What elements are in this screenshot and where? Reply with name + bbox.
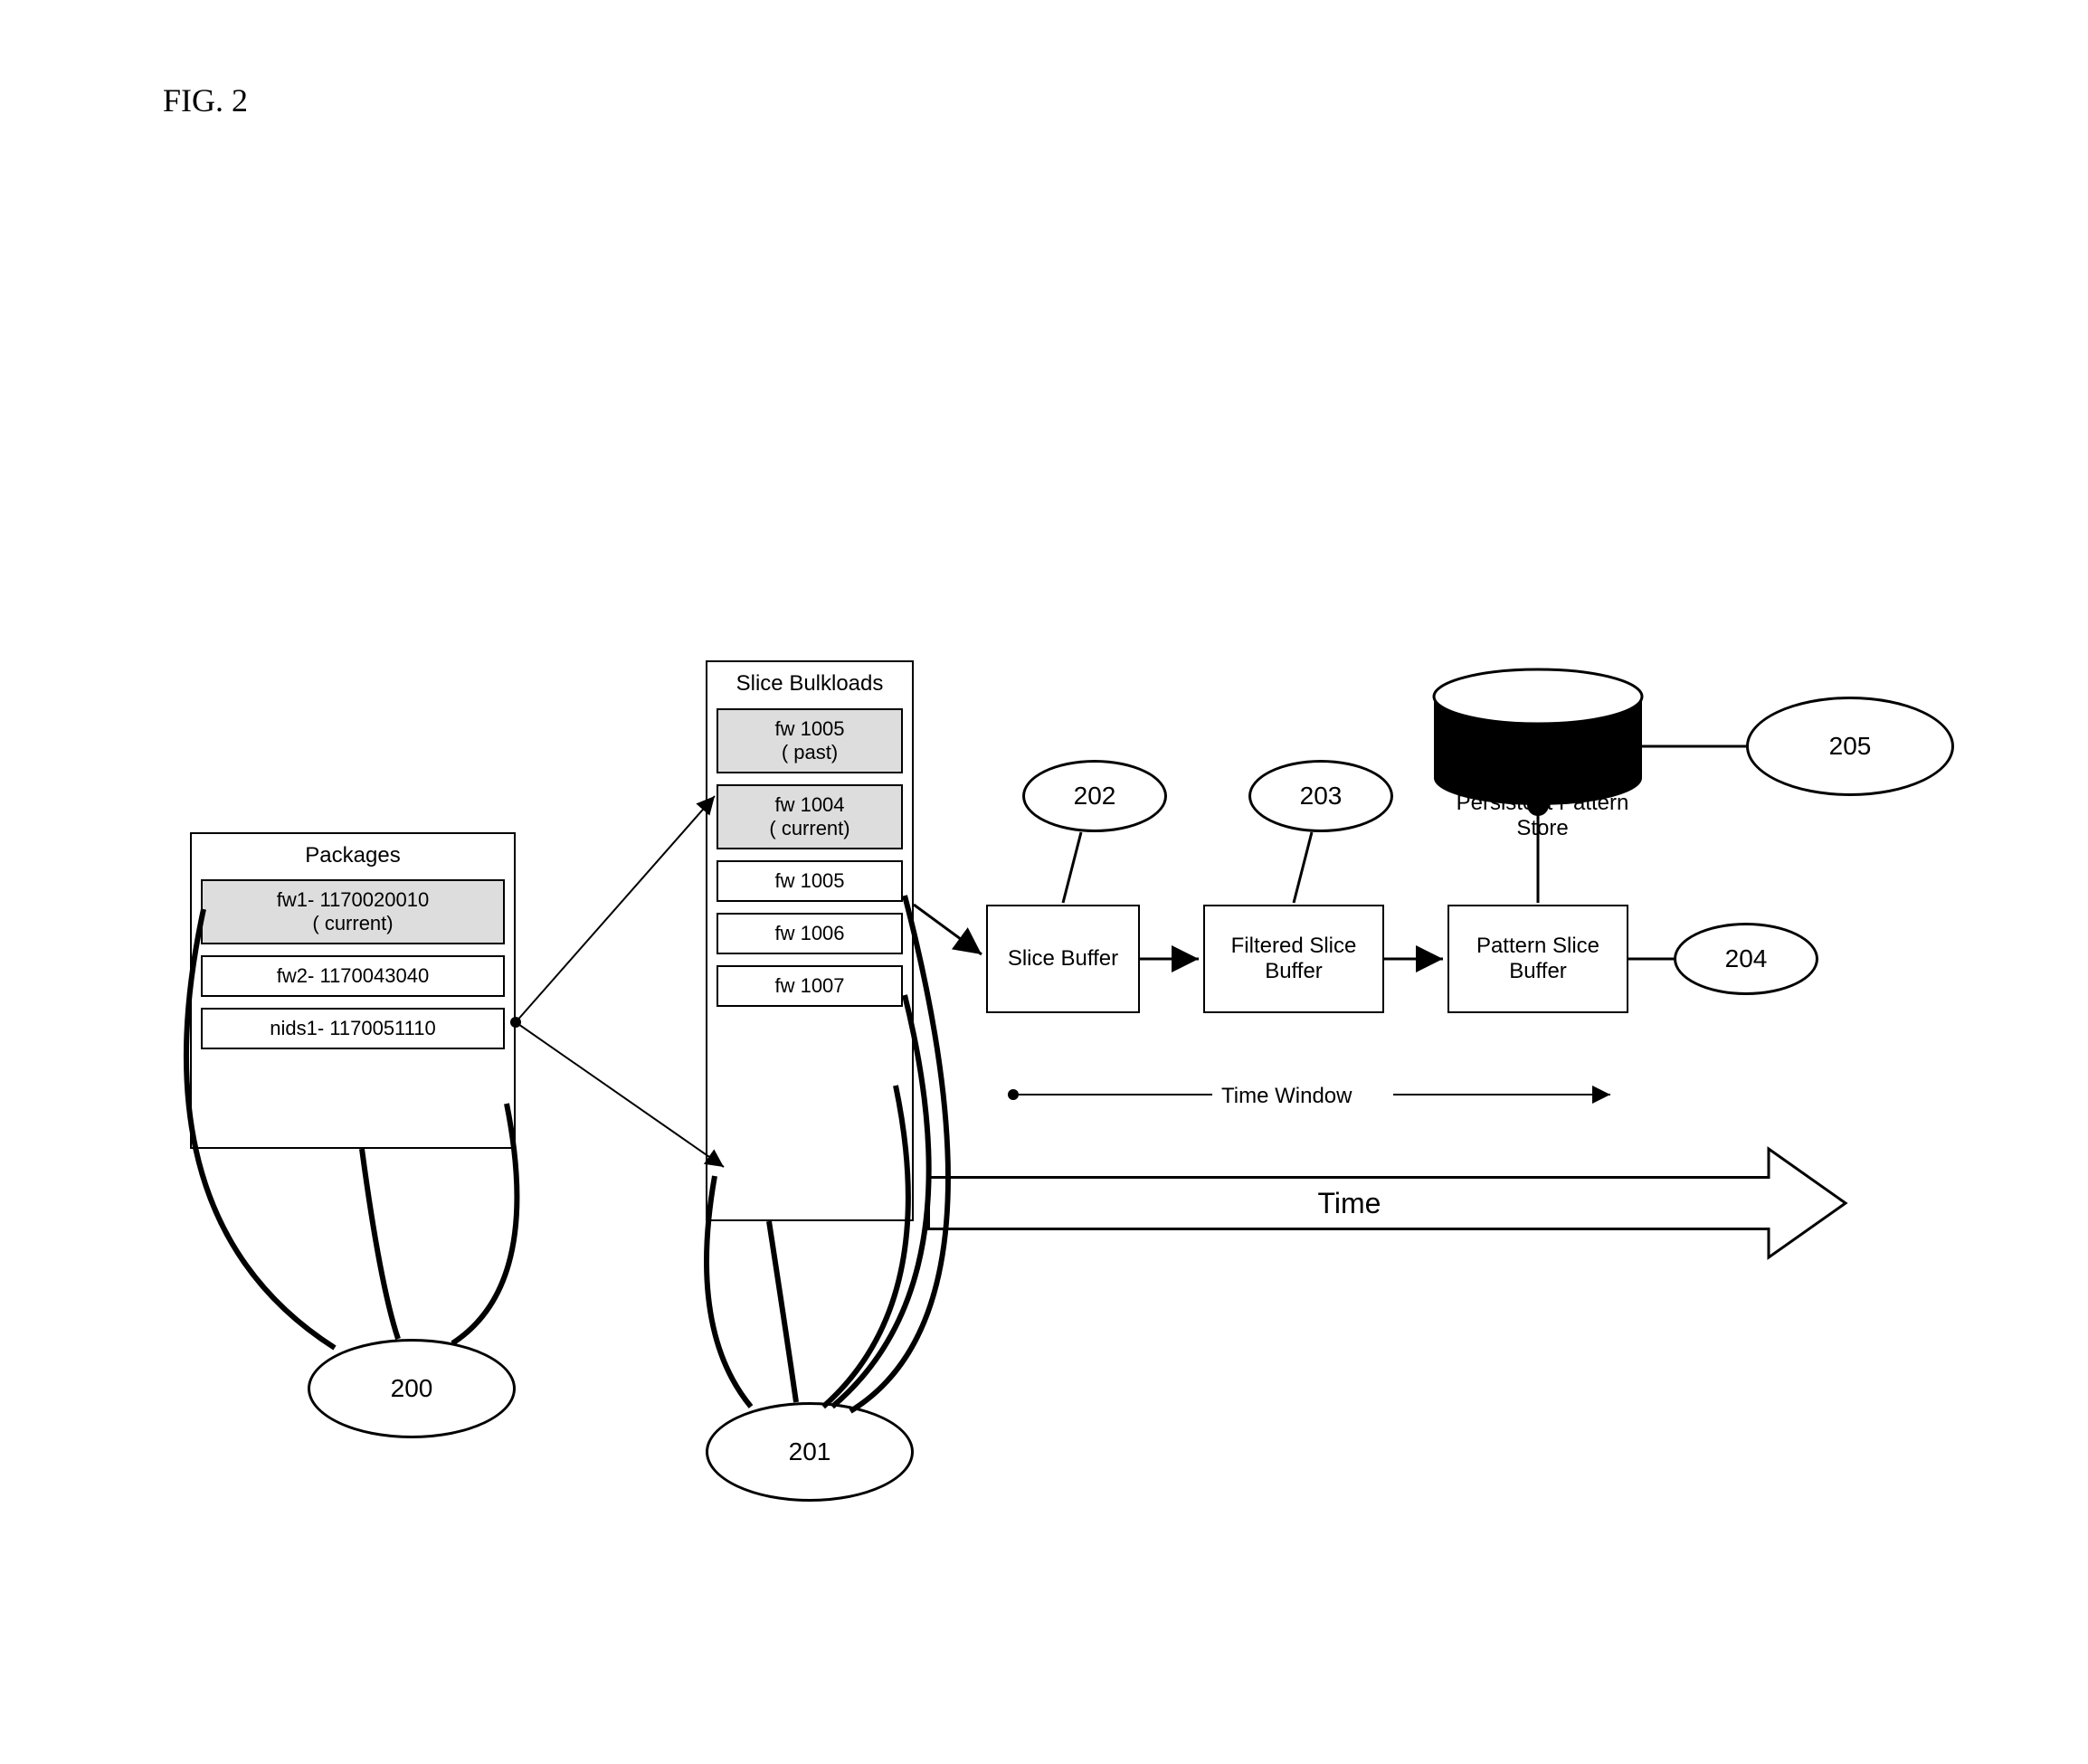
database-icon bbox=[1434, 669, 1642, 805]
bulkload-item-line1: fw 1005 bbox=[774, 869, 844, 892]
time-arrow-label: Time bbox=[1318, 1187, 1381, 1220]
pattern-slice-buffer-label: Pattern Slice Buffer bbox=[1453, 934, 1623, 984]
package-item-line1: fw1- 1170020010 bbox=[277, 888, 429, 911]
package-item: fw2- 1170043040 bbox=[201, 955, 505, 997]
bulkloads-container: Slice Bulkloads fw 1005 ( past) fw 1004 … bbox=[706, 660, 914, 1221]
ref-201: 201 bbox=[706, 1402, 914, 1502]
pattern-slice-buffer-box: Pattern Slice Buffer bbox=[1447, 905, 1628, 1013]
bulkload-item: fw 1007 bbox=[717, 965, 903, 1007]
time-arrow: Time bbox=[927, 1176, 1769, 1230]
packages-container: Packages fw1- 1170020010 ( current) fw2-… bbox=[190, 832, 516, 1149]
bulkloads-title: Slice Bulkloads bbox=[736, 662, 884, 703]
package-item-line1: fw2- 1170043040 bbox=[277, 964, 429, 987]
package-item: fw1- 1170020010 ( current) bbox=[201, 879, 505, 944]
time-window-label: Time Window bbox=[1221, 1084, 1352, 1109]
ref-200-label: 200 bbox=[391, 1374, 433, 1403]
ref-201-label: 201 bbox=[789, 1437, 831, 1466]
slice-buffer-label: Slice Buffer bbox=[1008, 946, 1118, 972]
bulkload-item-line1: fw 1007 bbox=[774, 974, 844, 997]
bulkload-item-line1: fw 1004 bbox=[774, 793, 844, 816]
packages-title: Packages bbox=[305, 834, 400, 874]
ref-203-label: 203 bbox=[1300, 782, 1343, 811]
bulkload-item: fw 1005 ( past) bbox=[717, 708, 903, 773]
ref-200: 200 bbox=[308, 1339, 516, 1438]
ref-204-label: 204 bbox=[1725, 944, 1768, 973]
ref-205: 205 bbox=[1746, 697, 1954, 796]
bulkload-item-line2: ( current) bbox=[769, 817, 849, 839]
filtered-slice-buffer-label: Filtered Slice Buffer bbox=[1209, 934, 1379, 984]
bulkload-item-line1: fw 1006 bbox=[774, 922, 844, 944]
figure-title: FIG. 2 bbox=[163, 81, 248, 119]
bulkload-item-line2: ( past) bbox=[782, 741, 838, 763]
bulkload-item: fw 1004 ( current) bbox=[717, 784, 903, 849]
bulkload-item: fw 1006 bbox=[717, 913, 903, 954]
package-item-line2: ( current) bbox=[312, 912, 393, 934]
persistent-pattern-store-label: Persistent Pattern Store bbox=[1429, 791, 1656, 841]
ref-205-label: 205 bbox=[1829, 732, 1872, 761]
bulkload-item: fw 1005 bbox=[717, 860, 903, 902]
ref-203: 203 bbox=[1248, 760, 1393, 832]
ref-202-label: 202 bbox=[1074, 782, 1116, 811]
bulkload-item-line1: fw 1005 bbox=[774, 717, 844, 740]
package-item: nids1- 1170051110 bbox=[201, 1008, 505, 1049]
ref-202: 202 bbox=[1022, 760, 1167, 832]
package-item-line1: nids1- 1170051110 bbox=[270, 1017, 436, 1039]
ref-204: 204 bbox=[1674, 923, 1818, 995]
slice-buffer-box: Slice Buffer bbox=[986, 905, 1140, 1013]
filtered-slice-buffer-box: Filtered Slice Buffer bbox=[1203, 905, 1384, 1013]
